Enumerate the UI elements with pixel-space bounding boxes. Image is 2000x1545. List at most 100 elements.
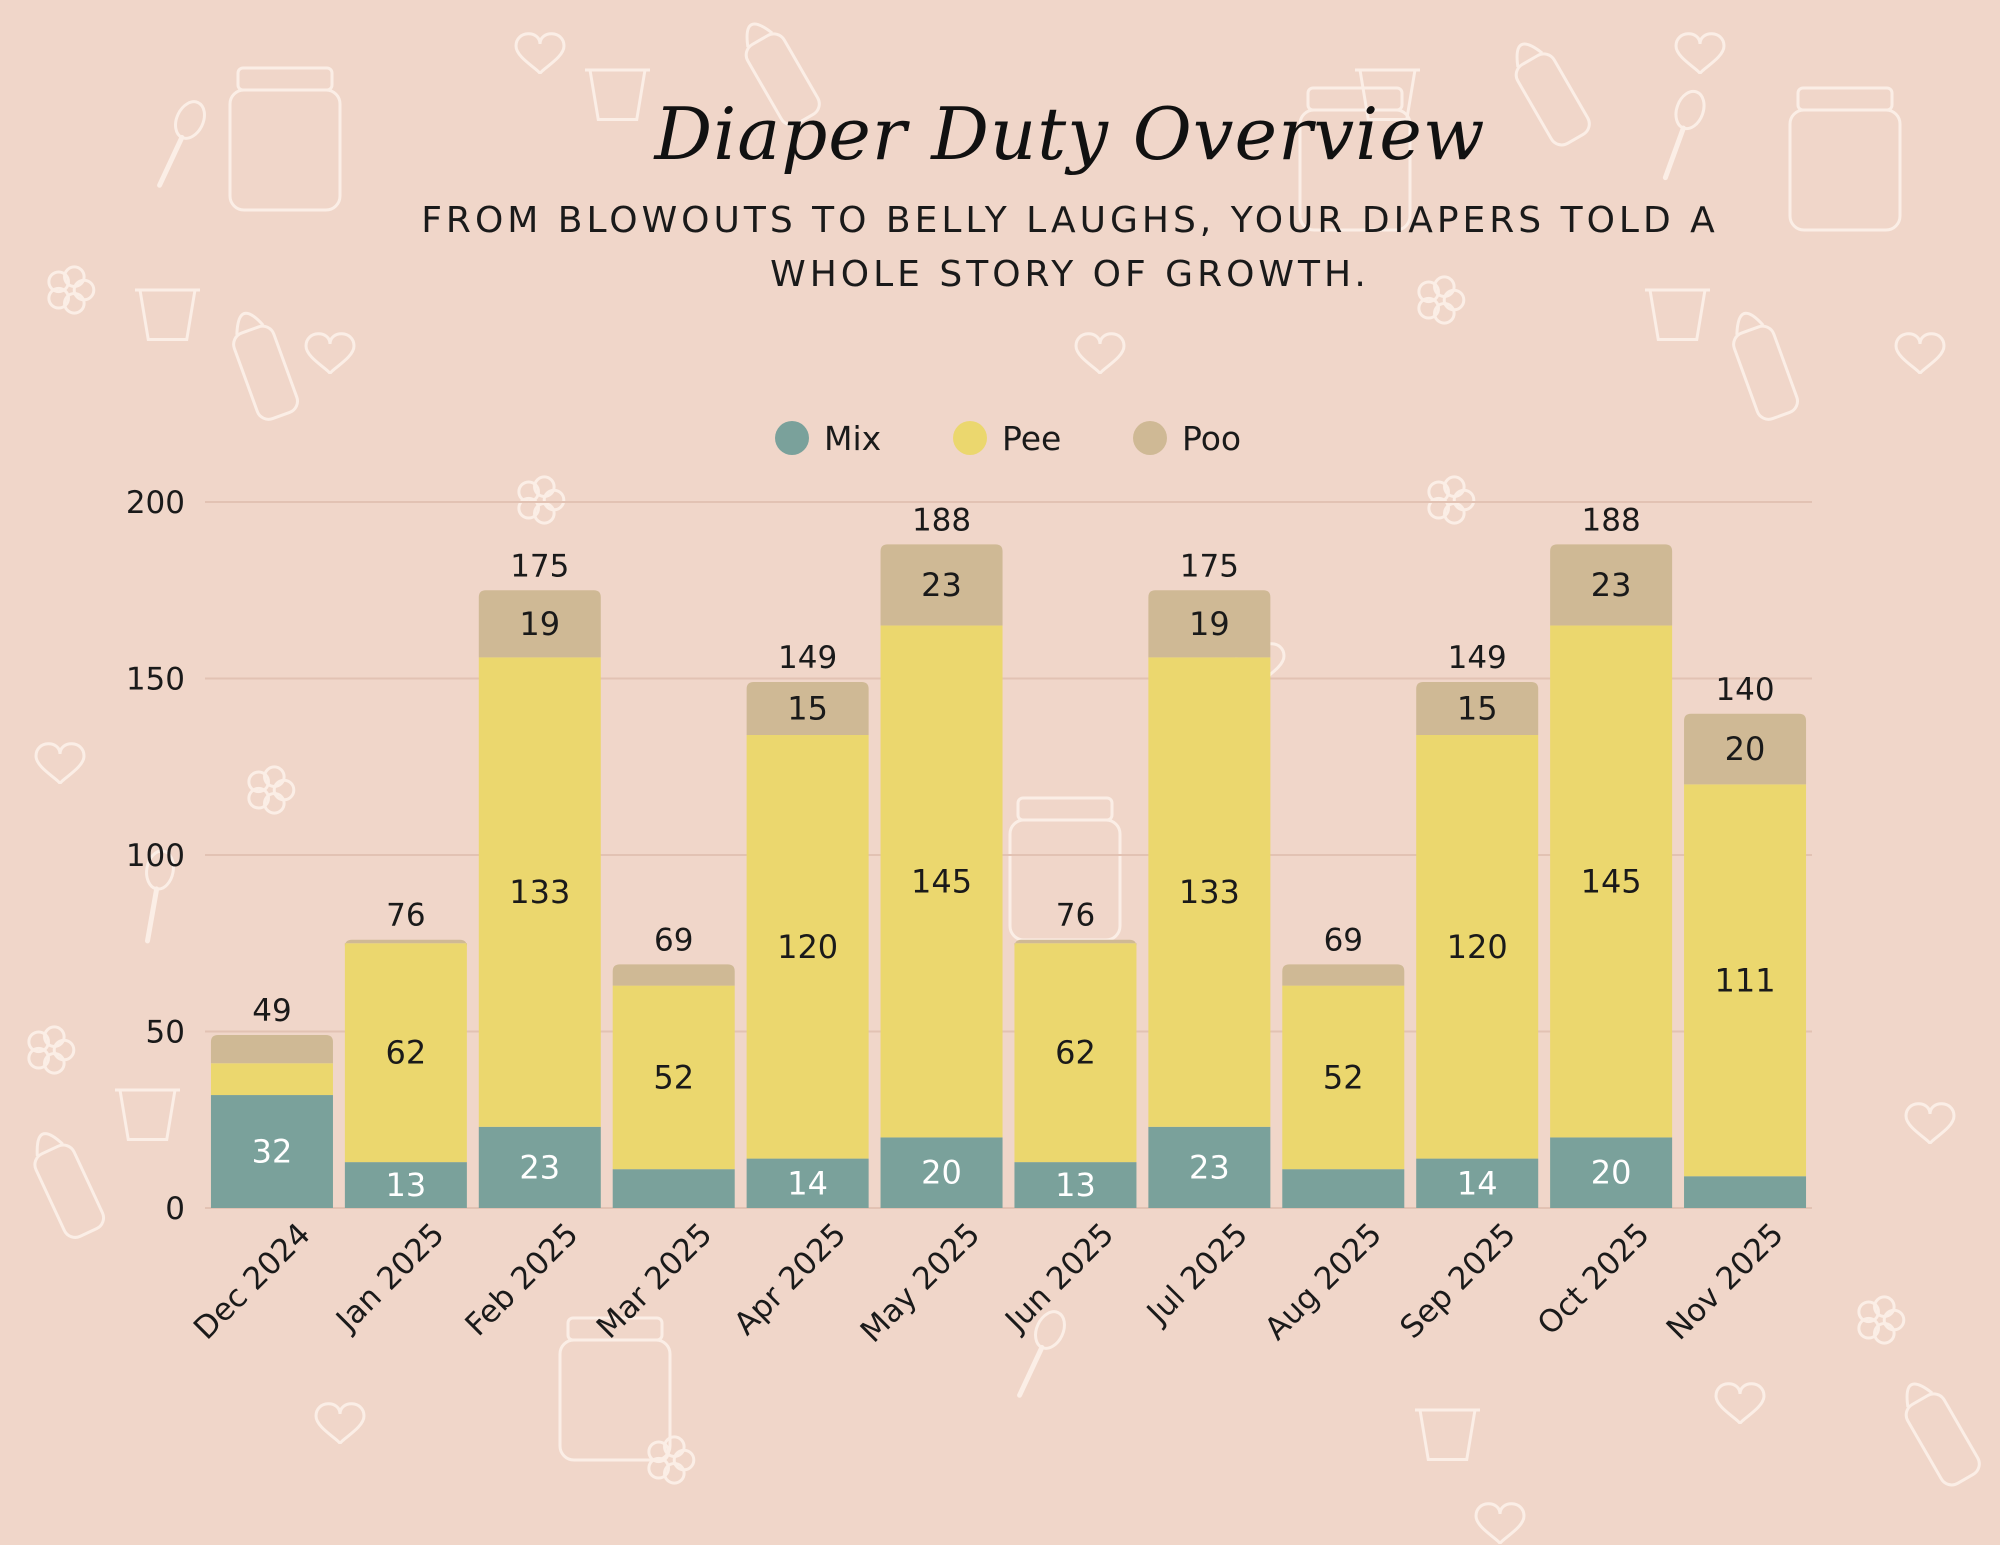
x-tick-label: Sep 2025 (1393, 1216, 1523, 1346)
segment-value-label: 19 (1189, 605, 1230, 643)
x-tick-label: Mar 2025 (590, 1216, 720, 1346)
bar-segment-mix (210, 1095, 333, 1208)
flower-icon (247, 765, 296, 815)
segment-value-label: 20 (1591, 1154, 1632, 1192)
segment-value-label: 23 (1189, 1148, 1230, 1186)
bar-total-label: 76 (386, 898, 425, 934)
x-tick-label: Jan 2025 (328, 1216, 451, 1339)
bar-segment-pee (478, 657, 601, 1127)
segment-value-label: 20 (1725, 730, 1766, 768)
bar-segment-pee (210, 1063, 333, 1096)
y-gridlines (205, 501, 1812, 1209)
bottle-icon (33, 1132, 106, 1239)
segment-value-label: 14 (1457, 1164, 1498, 1202)
chart-title: Diaper Duty Overview (654, 92, 1486, 176)
bar-total-label: 188 (912, 502, 971, 538)
heart-icon (1074, 332, 1126, 375)
segment-value-label: 14 (787, 1164, 828, 1202)
segment-value-label: 20 (921, 1154, 962, 1192)
flower-icon (27, 1025, 76, 1075)
cup-icon (115, 1088, 180, 1141)
bar-total-label: 149 (1448, 640, 1507, 676)
bar-segment-poo (1550, 544, 1673, 626)
bar-group: 20 145 23 188 (1550, 502, 1673, 1208)
heart-icon (1674, 32, 1726, 75)
bar-segment-poo (478, 590, 601, 658)
legend-swatch (953, 421, 987, 455)
bar-total-label: 49 (252, 993, 291, 1029)
baby-food-jar-icon (1788, 86, 1902, 232)
cup-icon (1415, 1408, 1480, 1461)
cup-icon (1355, 68, 1420, 121)
spoon-icon (144, 849, 175, 944)
segment-value-label: 15 (1457, 690, 1498, 728)
legend-item-pee: Pee (953, 419, 1061, 458)
bar-group: 23 133 19 175 (1148, 548, 1271, 1208)
legend: Mix Pee Poo (775, 419, 1241, 458)
y-tick-label: 100 (126, 838, 185, 874)
heart-icon (304, 332, 356, 375)
bar-segment-poo (1282, 964, 1405, 986)
segment-value-label: 23 (1591, 566, 1632, 604)
spoon-icon (1017, 1310, 1066, 1398)
legend-label: Mix (824, 419, 881, 458)
bar-segment-poo (1014, 939, 1137, 947)
cup-icon (135, 288, 200, 341)
bar-group: 13 62 76 (1014, 898, 1137, 1208)
bar-segment-poo (1684, 713, 1807, 785)
segment-value-label: 15 (787, 690, 828, 728)
segment-value-label: 120 (1447, 928, 1508, 966)
bar-segment-mix (1282, 1169, 1405, 1208)
spoon-icon (157, 100, 206, 188)
bar-group: 52 69 (612, 922, 735, 1208)
bar-segment-pee (1416, 734, 1539, 1159)
heart-icon (314, 1402, 366, 1445)
bar-group: 14 120 15 149 (1416, 640, 1539, 1208)
bar-segment-mix (1416, 1158, 1539, 1208)
bar-total-label: 175 (510, 548, 569, 584)
bar-segment-mix (1014, 1162, 1137, 1208)
bottle-icon (744, 22, 821, 127)
bar-segment-pee (1282, 985, 1405, 1170)
x-tick-label: May 2025 (854, 1216, 988, 1350)
flower-icon (1417, 275, 1466, 325)
bar-segment-mix (1684, 1176, 1807, 1208)
bar-segment-mix (1148, 1126, 1271, 1208)
flower-icon (647, 1435, 696, 1485)
spoon-icon (1662, 89, 1706, 181)
bar-segment-pee (612, 985, 735, 1170)
bar-segment-mix (746, 1158, 869, 1208)
x-tick-label: Oct 2025 (1531, 1216, 1657, 1342)
legend-swatch (1133, 421, 1167, 455)
segment-value-label: 145 (911, 862, 972, 900)
bar-segment-poo (210, 1035, 333, 1064)
bar-total-label: 140 (1715, 672, 1774, 708)
cup-icon (1645, 288, 1710, 341)
x-tick-label: Jun 2025 (997, 1216, 1121, 1340)
legend-item-poo: Poo (1133, 419, 1241, 458)
bar-total-label: 69 (1324, 922, 1363, 958)
bottle-icon (1514, 42, 1591, 147)
baby-food-jar-icon (558, 1316, 672, 1462)
heart-icon (1714, 1382, 1766, 1425)
segment-value-label: 13 (1055, 1166, 1096, 1204)
bar-group: 32 49 (210, 993, 333, 1208)
heart-icon (1904, 1102, 1956, 1145)
bottle-icon (1904, 1382, 1981, 1487)
x-tick-label: Feb 2025 (458, 1216, 585, 1343)
y-tick-label: 150 (126, 662, 185, 698)
y-tick-label: 0 (165, 1191, 185, 1227)
segment-value-label: 62 (1055, 1034, 1096, 1072)
bar-segment-mix (344, 1162, 467, 1208)
bar-segment-poo (344, 939, 467, 947)
bar-segment-pee (1684, 784, 1807, 1177)
segment-value-label: 19 (519, 605, 560, 643)
bar-segment-poo (1148, 590, 1271, 658)
segment-value-label: 111 (1715, 961, 1776, 999)
baby-food-jar-icon (228, 66, 342, 212)
segment-value-label: 23 (921, 566, 962, 604)
bar-segment-mix (478, 1126, 601, 1208)
heart-icon (1894, 332, 1946, 375)
segment-value-label: 145 (1581, 862, 1642, 900)
legend-label: Poo (1182, 419, 1241, 458)
